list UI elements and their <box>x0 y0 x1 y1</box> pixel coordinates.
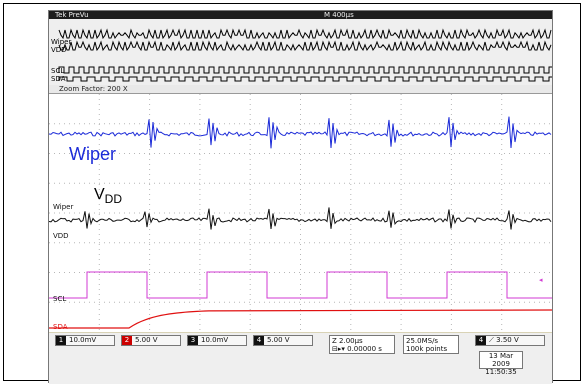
channel-3-scale[interactable]: 3 10.0mV <box>187 335 247 346</box>
trigger-readout[interactable]: 4 ⟋ 3.50 V <box>475 335 545 346</box>
wiper-channel-label: Wiper <box>53 203 74 211</box>
wiper-trace <box>49 116 552 149</box>
sampling-readout[interactable]: 25.0MS/s 100k points <box>403 335 459 354</box>
scl-trace <box>49 271 552 299</box>
main-waveform-panel: Wiper VDD Wiper VDD SCL SDA ◂ <box>49 94 552 332</box>
timing-line-1: Z 2.00µs <box>332 337 363 345</box>
timestamp: 13 Mar 2009 11:50:35 <box>479 351 523 376</box>
overview-waveform-panel: Wiper VDD SCL SDA <box>49 19 552 86</box>
channel-1-value: 10.0mV <box>69 336 97 344</box>
overview-wiper-trace <box>58 28 552 40</box>
sampling-line-2: 100k points <box>406 345 448 353</box>
vdd-annotation-sub: DD <box>104 192 123 207</box>
scope-title: Tek PreVu <box>55 11 89 19</box>
channel-2-value: 5.00 V <box>135 336 158 344</box>
timestamp-date: 13 Mar 2009 <box>488 352 514 368</box>
timestamp-time: 11:50:35 <box>485 368 517 376</box>
timing-line-2: ⊟▸▾ 0.00000 s <box>332 345 382 353</box>
overview-vdd-trace <box>58 40 552 52</box>
vdd-channel-label: VDD <box>53 232 69 240</box>
trigger-icon: 4 <box>476 336 486 345</box>
trigger-slope-icon: ⟋ <box>489 336 497 344</box>
scope-status-bar: Tek PreVu M 400µs <box>49 11 552 19</box>
oscilloscope-screen: Tek PreVu M 400µs Wiper VDD SCL SDA Zoom… <box>48 10 553 384</box>
sampling-line-1: 25.0MS/s <box>406 337 439 345</box>
wiper-annotation: Wiper <box>69 144 117 164</box>
overview-wiper-label: Wiper <box>51 38 72 46</box>
channel-4-scale[interactable]: 4 5.00 V <box>253 335 313 346</box>
vdd-annotation: VDD <box>94 186 122 206</box>
overview-sda-trace <box>58 76 552 82</box>
sda-trace <box>49 309 552 329</box>
channel-3-number: 3 <box>188 336 198 345</box>
channel-3-value: 10.0mV <box>201 336 229 344</box>
overview-vdd-label: VDD <box>51 46 67 54</box>
timebase-readout: M 400µs <box>324 11 354 19</box>
vdd-trace <box>49 207 552 230</box>
overview-scl-label: SCL <box>51 67 65 75</box>
channel-1-scale[interactable]: 1 10.0mV <box>55 335 115 346</box>
scl-trigger-marker: ◂ <box>539 276 543 284</box>
channel-2-number: 2 <box>122 336 132 345</box>
timing-readout[interactable]: Z 2.00µs ⊟▸▾ 0.00000 s <box>329 335 395 354</box>
channel-4-value: 5.00 V <box>267 336 290 344</box>
channel-4-number: 4 <box>254 336 264 345</box>
zoom-factor-bar: Zoom Factor: 200 X <box>49 85 552 94</box>
main-waveforms <box>49 94 552 332</box>
overview-scl-trace <box>58 66 552 74</box>
sda-channel-label: SDA <box>53 323 68 331</box>
zoom-factor-label: Zoom Factor: 200 X <box>59 85 128 93</box>
scl-channel-label: SCL <box>53 295 67 303</box>
channel-2-scale[interactable]: 2 5.00 V <box>121 335 181 346</box>
scope-settings-bar: 1 10.0mV 2 5.00 V 3 10.0mV 4 5.00 V Z 2.00µs… <box>49 333 552 384</box>
overview-waveforms <box>58 28 552 82</box>
trigger-level: 3.50 V <box>496 336 519 344</box>
channel-1-number: 1 <box>56 336 66 345</box>
vdd-annotation-main: V <box>94 186 105 203</box>
overview-sda-label: SDA <box>51 75 66 83</box>
